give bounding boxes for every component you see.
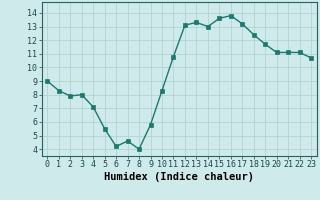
X-axis label: Humidex (Indice chaleur): Humidex (Indice chaleur) (104, 172, 254, 182)
